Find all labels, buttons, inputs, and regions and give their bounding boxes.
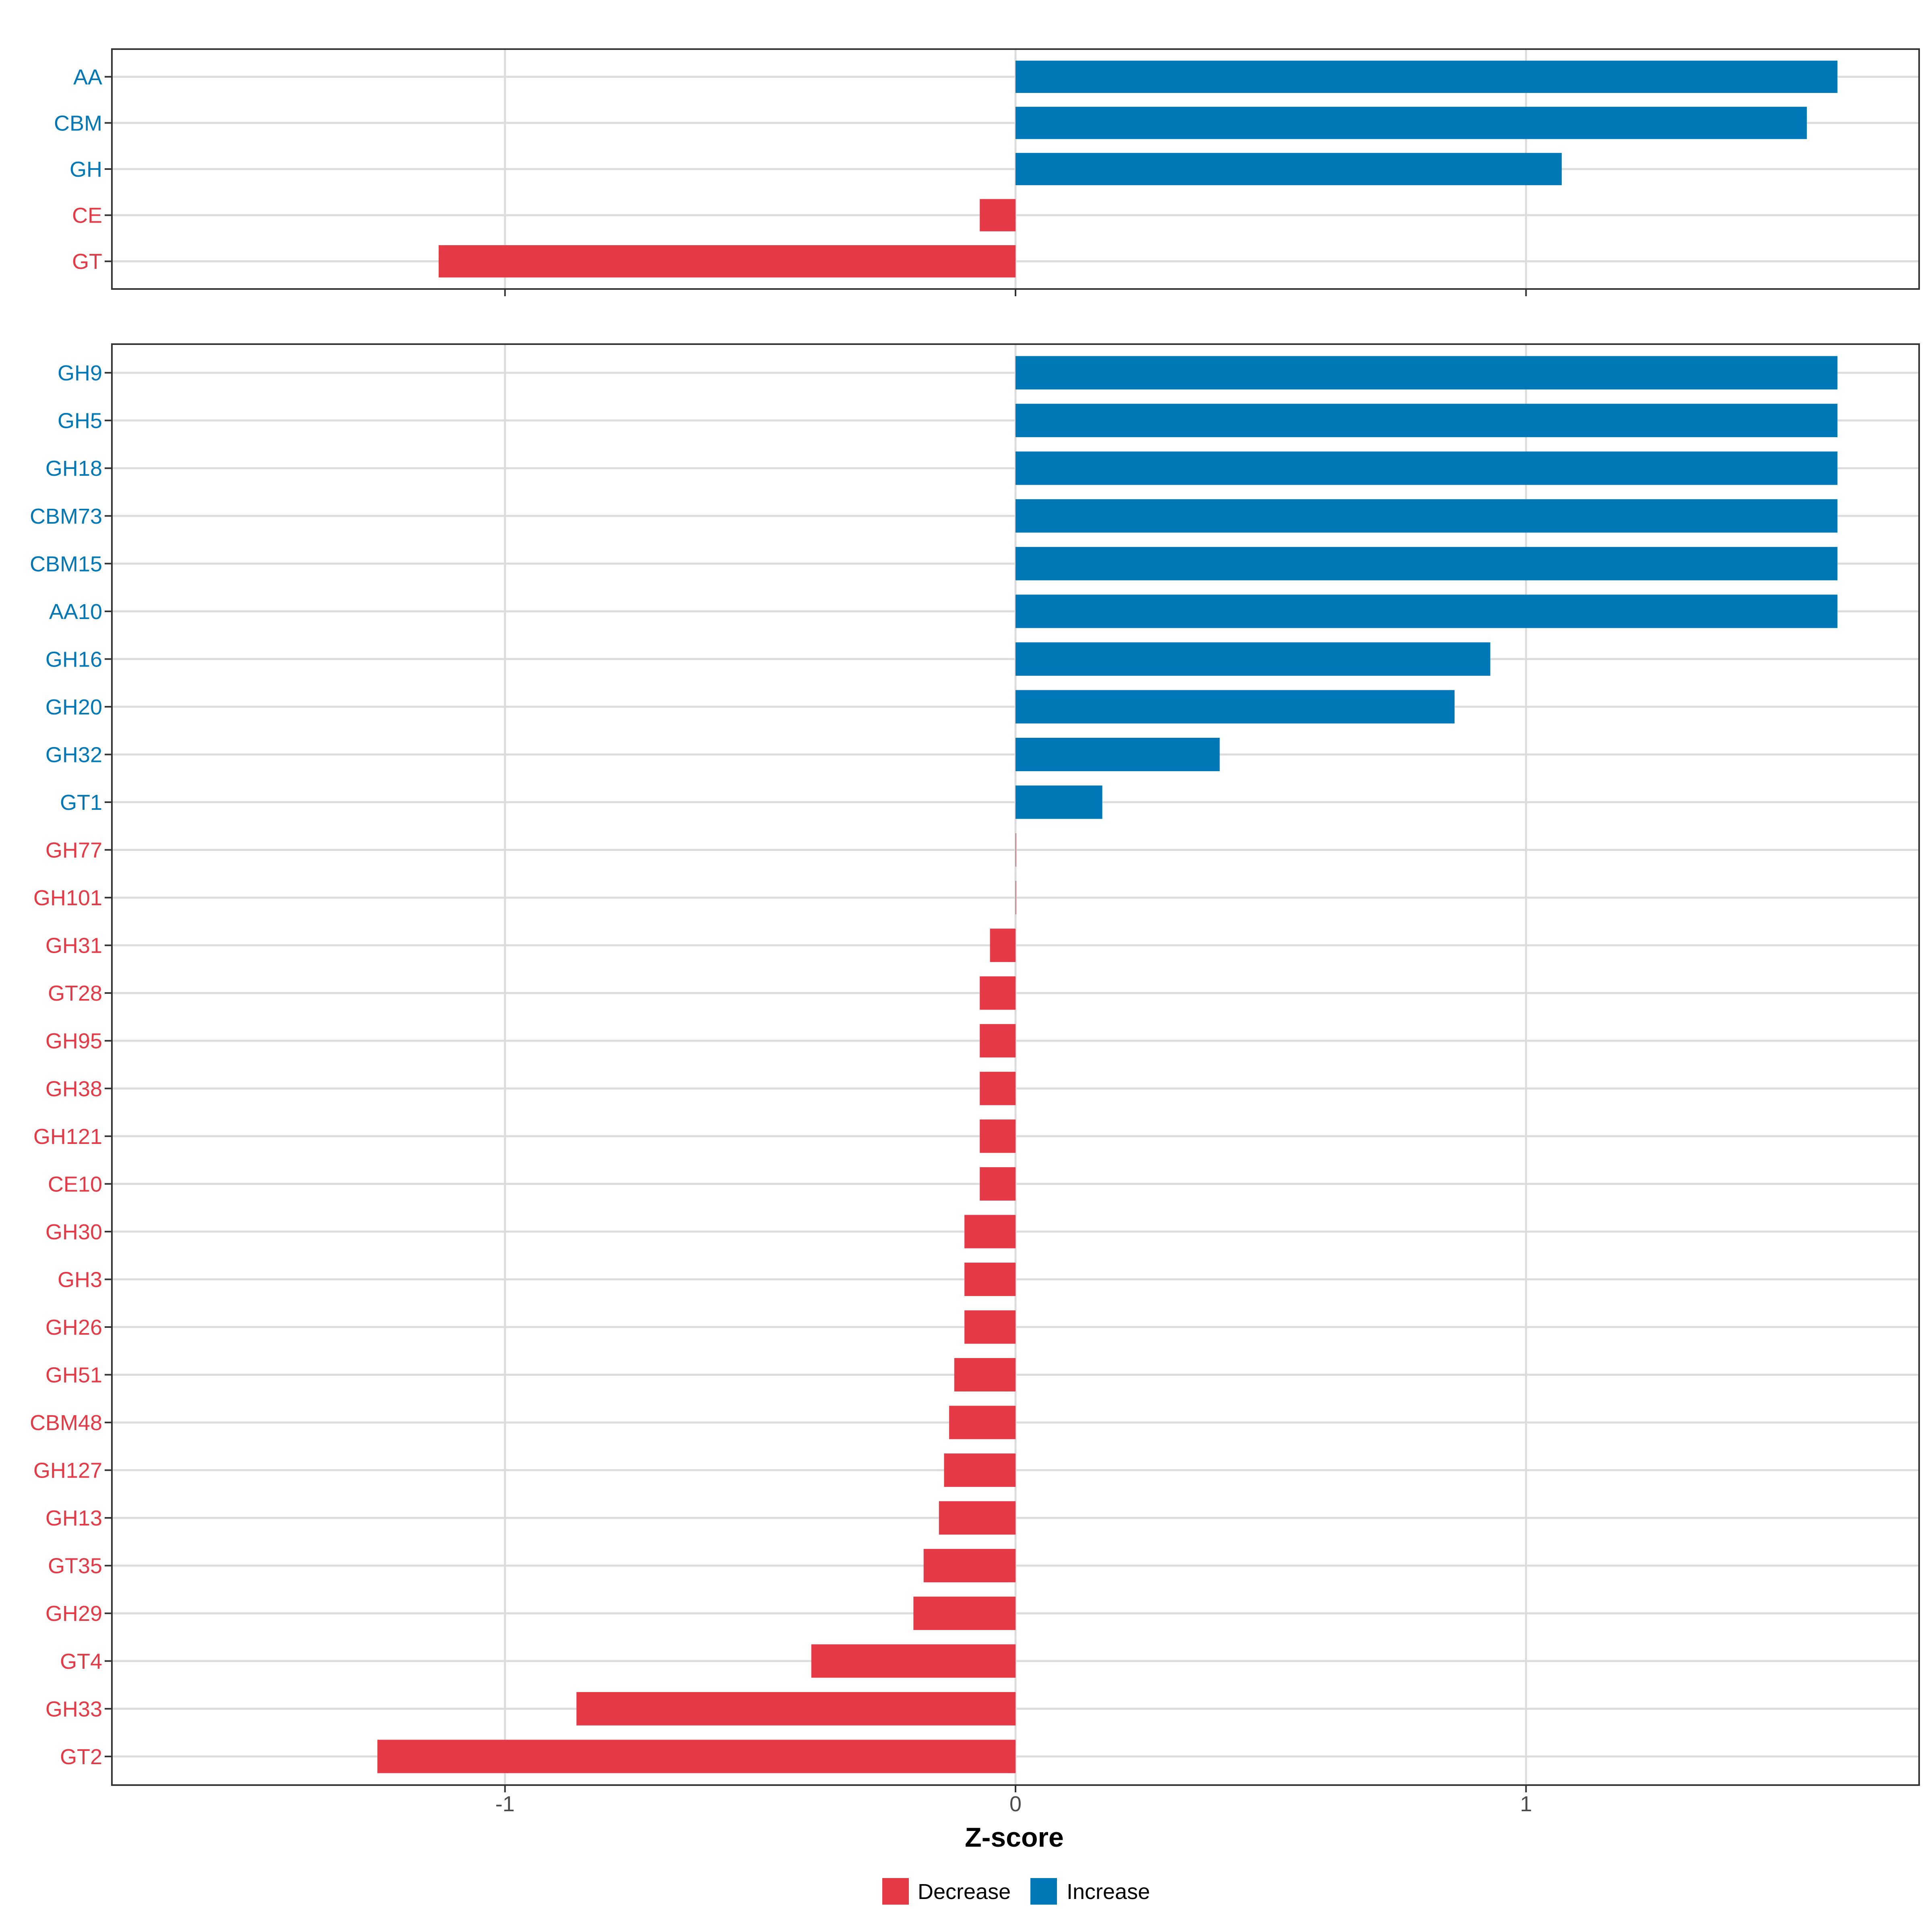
- y-tick-label-gh101: GH101: [33, 886, 102, 910]
- bar-ce: [980, 199, 1016, 231]
- y-tick-label-gh121: GH121: [33, 1125, 102, 1149]
- legend: Decrease Increase: [882, 1878, 1150, 1905]
- bar-gh51: [954, 1358, 1016, 1392]
- y-tick-label-aa: AA: [73, 65, 102, 89]
- bar-aa10: [1016, 594, 1838, 628]
- y-tick-label-gh: GH: [70, 157, 102, 182]
- y-tick-label-gh30: GH30: [45, 1220, 102, 1244]
- bar-gh16: [1016, 642, 1490, 676]
- bar-gt28: [980, 976, 1016, 1010]
- x-tick-label: -1: [495, 1792, 515, 1816]
- bar-cbm: [1016, 107, 1807, 139]
- bar-gh95: [980, 1024, 1016, 1058]
- legend-label-decrease: Decrease: [918, 1880, 1011, 1904]
- y-tick-label-gh29: GH29: [45, 1602, 102, 1626]
- bar-cbm73: [1016, 499, 1838, 533]
- y-tick-label-gt: GT: [72, 250, 102, 274]
- bar-gh33: [576, 1692, 1016, 1726]
- x-axis-title: Z-score: [965, 1822, 1064, 1853]
- bar-aa: [1016, 60, 1838, 93]
- bar-gt4: [811, 1644, 1016, 1678]
- y-tick-label-aa10: AA10: [49, 600, 102, 624]
- y-tick-label-gh77: GH77: [45, 838, 102, 863]
- y-tick-label-gh33: GH33: [45, 1697, 102, 1721]
- bar-gh: [1016, 153, 1562, 186]
- bar-gh29: [913, 1596, 1016, 1630]
- bar-gh121: [980, 1119, 1016, 1153]
- bar-gh20: [1016, 690, 1455, 724]
- y-tick-label-gh32: GH32: [45, 743, 102, 767]
- bar-gh13: [939, 1501, 1016, 1535]
- y-tick-label-gh16: GH16: [45, 647, 102, 671]
- legend-label-increase: Increase: [1067, 1880, 1150, 1904]
- y-tick-label-gh9: GH9: [58, 361, 102, 385]
- y-tick-label-gt1: GT1: [60, 791, 102, 815]
- x-tick-label: 0: [1009, 1792, 1022, 1816]
- bar-gt2: [377, 1740, 1016, 1773]
- y-tick-label-gh18: GH18: [45, 456, 102, 481]
- legend-swatch-decrease: [882, 1878, 909, 1905]
- y-tick-label-gh127: GH127: [33, 1459, 102, 1483]
- bar-gh38: [980, 1071, 1016, 1105]
- bar-gh5: [1016, 404, 1838, 438]
- bar-gh9: [1016, 356, 1838, 390]
- bar-gt1: [1016, 785, 1102, 819]
- bar-cbm48: [949, 1406, 1016, 1439]
- y-tick-label-gh26: GH26: [45, 1315, 102, 1340]
- y-tick-label-cbm: CBM: [54, 111, 102, 135]
- y-tick-label-gh13: GH13: [45, 1506, 102, 1530]
- top-panel: AA CBM GH CE GT: [54, 48, 1920, 296]
- bar-gt: [438, 245, 1016, 278]
- x-axis: -1 0 1: [495, 1792, 1532, 1816]
- y-tick-label-gt4: GT4: [60, 1649, 102, 1674]
- bar-cbm15: [1016, 547, 1838, 580]
- bar-gh3: [964, 1262, 1016, 1296]
- bar-gh31: [990, 929, 1016, 962]
- bar-gh26: [964, 1310, 1016, 1344]
- y-tick-label-gh5: GH5: [58, 409, 102, 433]
- y-tick-label-gh51: GH51: [45, 1363, 102, 1387]
- y-tick-label-gh95: GH95: [45, 1029, 102, 1053]
- legend-swatch-increase: [1030, 1878, 1057, 1905]
- bar-gh30: [964, 1215, 1016, 1249]
- bar-gh32: [1016, 737, 1220, 771]
- y-tick-label-gt28: GT28: [48, 981, 102, 1005]
- y-tick-label-ce10: CE10: [48, 1172, 102, 1196]
- y-tick-label-gt2: GT2: [60, 1745, 102, 1769]
- bar-gh18: [1016, 451, 1838, 485]
- y-tick-label-cbm48: CBM48: [30, 1411, 102, 1435]
- y-tick-label-ce: CE: [72, 204, 102, 228]
- bar-ce10: [980, 1167, 1016, 1201]
- x-tick-label: 1: [1520, 1792, 1532, 1816]
- y-tick-label-gh38: GH38: [45, 1077, 102, 1101]
- bar-gt35: [923, 1549, 1016, 1583]
- bar-gh127: [944, 1453, 1016, 1487]
- y-tick-label-gh31: GH31: [45, 934, 102, 958]
- bottom-panel: GH9 GH5 GH18 CBM73 CBM15 AA10 GH16 GH20 GH32 GT1 G…: [30, 343, 1920, 1792]
- y-tick-label-gh20: GH20: [45, 695, 102, 719]
- y-tick-label-gt35: GT35: [48, 1554, 102, 1578]
- y-tick-label-cbm15: CBM15: [30, 552, 102, 576]
- y-tick-label-cbm73: CBM73: [30, 504, 102, 528]
- y-tick-label-gh3: GH3: [58, 1267, 102, 1292]
